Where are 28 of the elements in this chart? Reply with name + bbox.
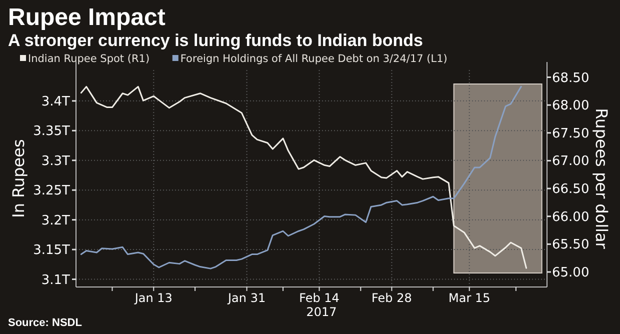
chart-subtitle: A stronger currency is luring funds to Indian bonds — [8, 31, 423, 50]
y2-tick-label: 66.50 — [552, 182, 590, 198]
y2-tick-label: 65.50 — [552, 238, 590, 253]
y-tick-label: 3.1T — [41, 272, 70, 288]
x-tick-label: Mar 15 — [448, 291, 490, 305]
y-tick-label: 3.15T — [33, 243, 70, 258]
y-tick-label: 3.4T — [41, 94, 70, 110]
y2-tick-label: 65.00 — [552, 266, 590, 281]
y-tick-label: 3.25T — [33, 184, 70, 199]
y-tick-label: 3.2T — [41, 213, 70, 228]
y2-tick-label: 67.00 — [552, 154, 590, 170]
y2-tick-label: 68.00 — [552, 98, 590, 114]
x-tick-label: Jan 13 — [134, 291, 172, 305]
x-tick-label: Feb 14 — [299, 291, 340, 305]
legend-label: Indian Rupee Spot (R1) — [28, 53, 150, 65]
legend-label: Foreign Holdings of All Rupee Debt on 3/24/17 (L1) — [180, 53, 448, 65]
x-tick-label: Jan 31 — [227, 291, 266, 305]
chart-title: Rupee Impact — [8, 4, 166, 31]
x-axis-title: 2017 — [306, 305, 337, 319]
x-tick-label: Feb 28 — [372, 291, 412, 305]
y2-tick-label: 66.00 — [552, 210, 590, 225]
source-note: Source: NSDL — [8, 317, 82, 329]
y-axis-title: In Rupees — [9, 139, 28, 218]
y2-axis-title: Rupees per dollar — [592, 108, 611, 250]
y2-tick-label: 68.50 — [552, 70, 590, 86]
y2-tick-label: 67.50 — [552, 126, 590, 142]
y-tick-label: 3.3T — [41, 154, 70, 169]
y-tick-label: 3.35T — [33, 124, 70, 140]
